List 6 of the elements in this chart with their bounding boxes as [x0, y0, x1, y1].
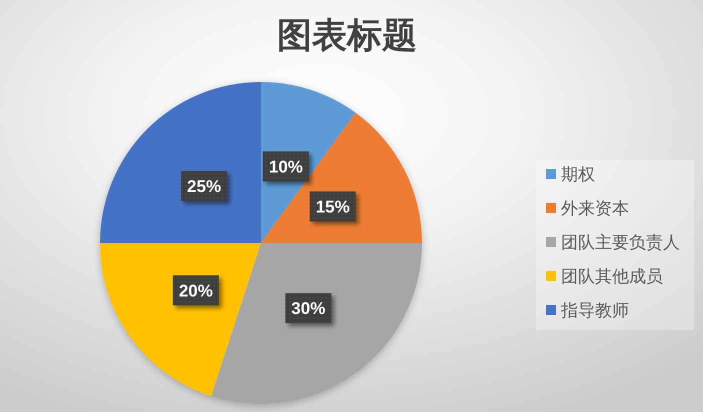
legend-label: 团队主要负责人 [561, 233, 680, 252]
legend-label: 团队其他成员 [561, 267, 663, 286]
title: 图表标题 [277, 16, 417, 55]
legend-label: 期权 [561, 165, 595, 184]
legend-label: 外来资本 [561, 199, 629, 218]
legend-label: 指导教师 [560, 301, 629, 320]
